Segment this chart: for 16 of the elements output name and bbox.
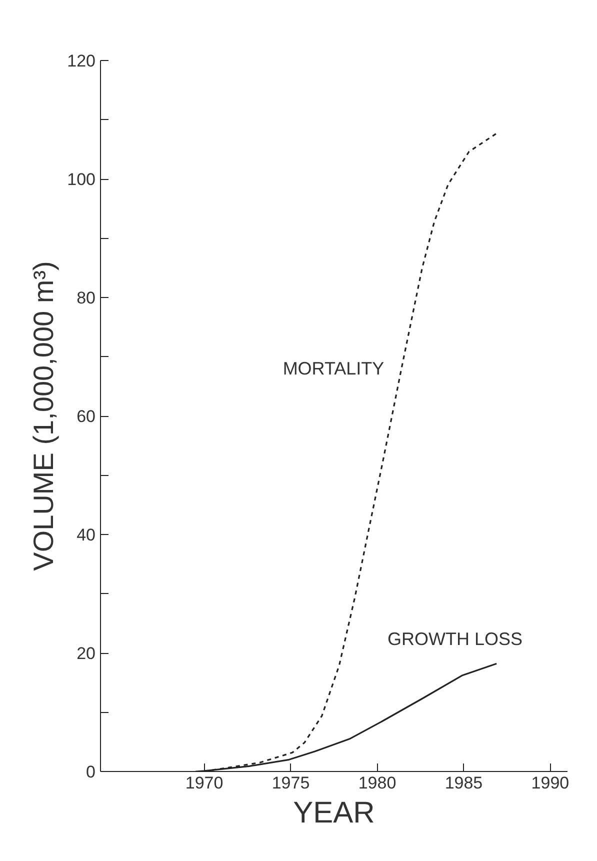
x-tick-label: 1970 bbox=[185, 774, 224, 792]
series-label: GROWTH LOSS bbox=[388, 628, 523, 649]
series-label: MORTALITY bbox=[282, 358, 384, 379]
y-tick-label: 60 bbox=[76, 407, 96, 426]
y-tick-label: 120 bbox=[67, 52, 96, 70]
y-axis-title: VOLUME (1,000,000 m³) bbox=[28, 261, 60, 571]
x-tick-label: 1975 bbox=[272, 774, 310, 792]
y-tick-label: 100 bbox=[67, 170, 96, 189]
x-axis-title: YEAR bbox=[293, 796, 375, 830]
y-tick-label: 20 bbox=[76, 644, 96, 663]
x-tick-label: 1980 bbox=[358, 774, 396, 792]
y-tick-label: 0 bbox=[86, 762, 96, 782]
x-tick-label: 1990 bbox=[531, 774, 570, 792]
x-tick-label: 1985 bbox=[444, 774, 483, 792]
y-tick-label: 80 bbox=[76, 288, 96, 308]
y-tick-label: 40 bbox=[76, 526, 96, 544]
